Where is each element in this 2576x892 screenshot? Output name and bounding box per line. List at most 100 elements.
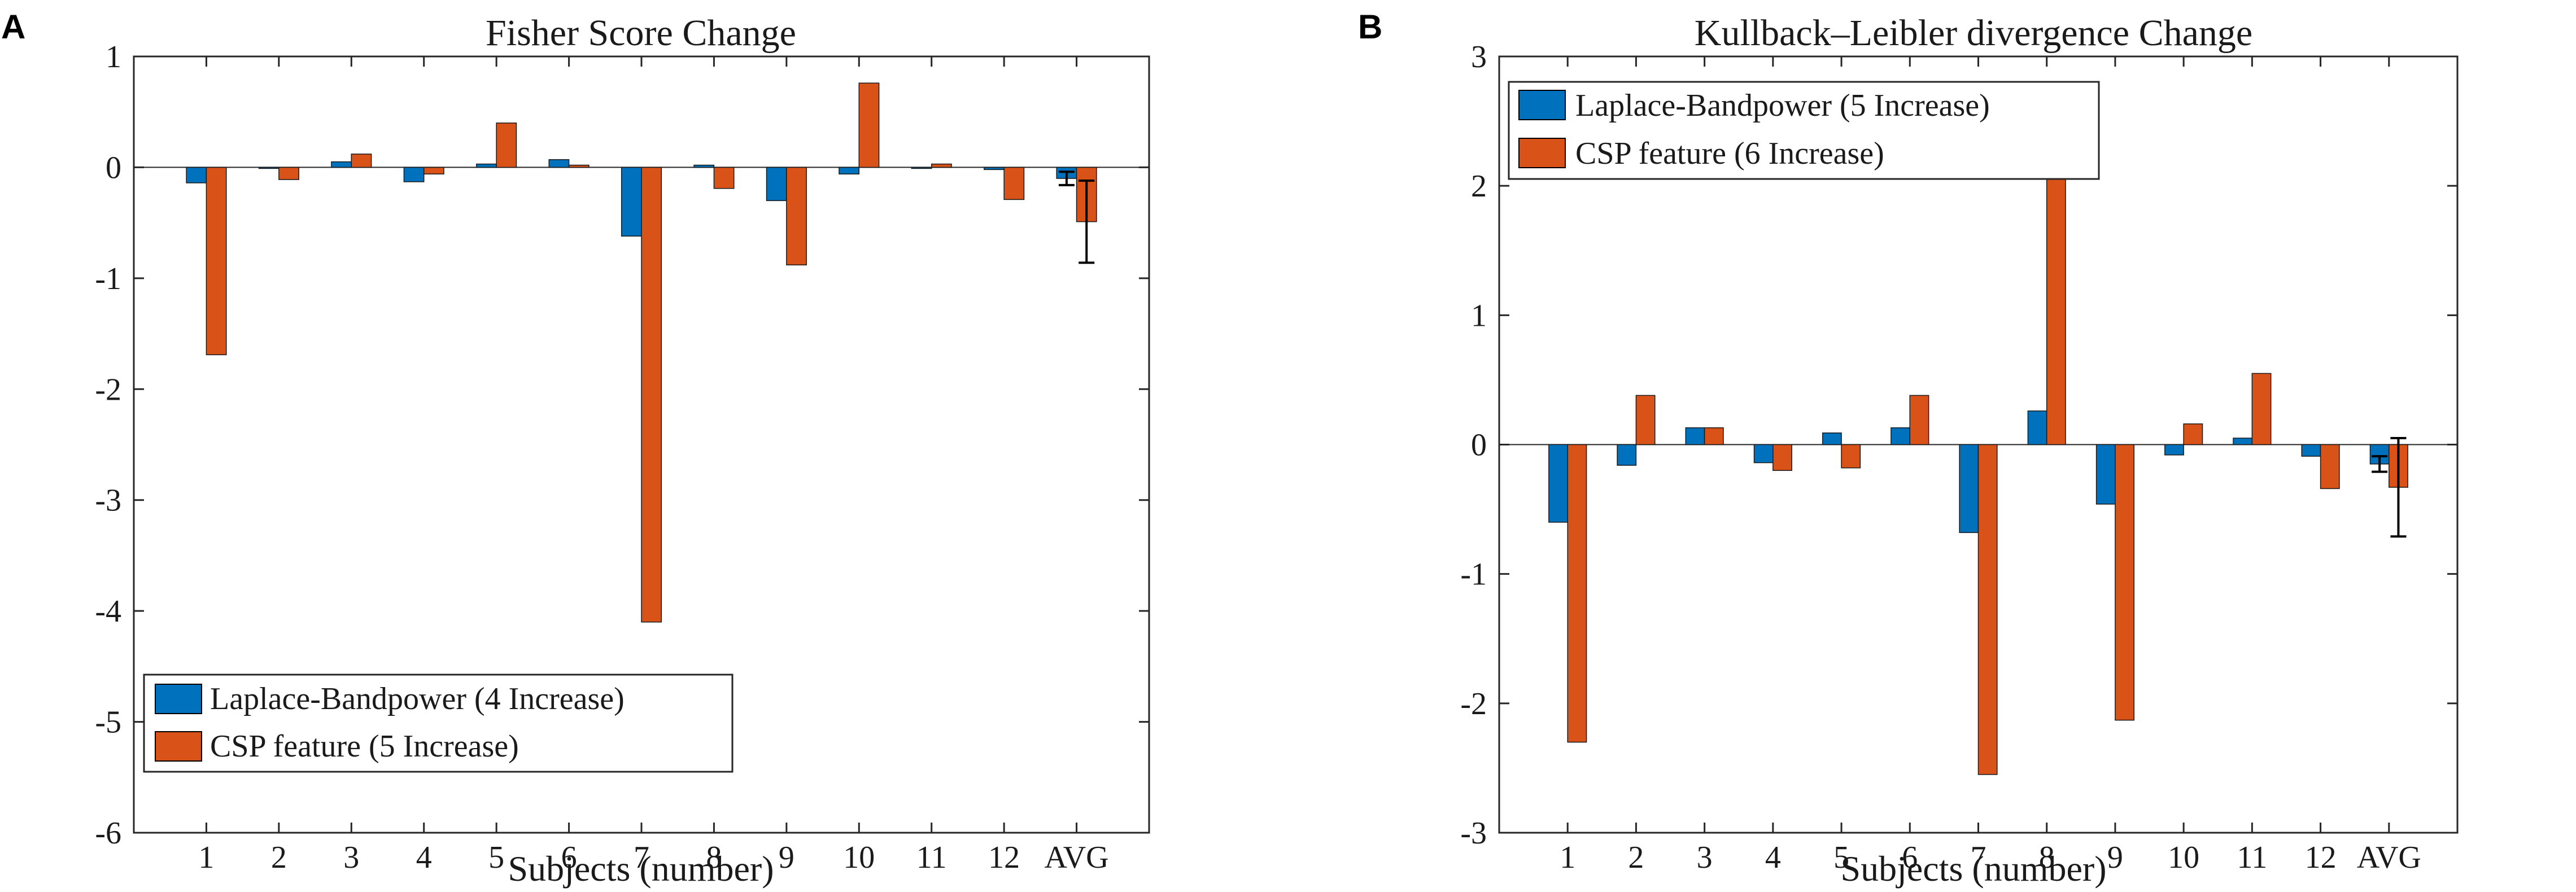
panel-b-bar-csp-10 [2183,423,2203,445]
panel-b-xtick-label: AVG [2357,840,2421,875]
panel-b-bar-laplace-9 [2095,444,2116,505]
panel-a-bar-csp-9 [786,167,807,266]
panel-a-ytick-label: 0 [106,150,121,185]
panel-a-bar-csp-7 [641,167,662,623]
panel-b-ytick-label: -2 [1460,687,1487,722]
panel-b-bar-csp-6 [1909,395,1929,445]
panel-a-xtick-label: 4 [416,840,432,875]
panel-a-legend-box [143,674,733,773]
panel-b-ytick-label: -3 [1460,816,1487,851]
panel-a-bar-csp-4 [423,167,444,174]
panel-a-bar-csp-1 [206,167,227,356]
panel-b-bar-laplace-4 [1753,444,1774,464]
panel-a-xtick-label: 9 [779,840,794,875]
panel-b-bar-csp-2 [1635,395,1656,445]
panel-b-xtick-label: 12 [2305,840,2337,875]
panel-b-ytick-label: 1 [1471,298,1487,333]
panel-a-bar-csp-12 [1003,167,1025,200]
panel-b-bar-csp-7 [1977,444,1998,775]
panel-a-bar-laplace-7 [621,167,642,237]
panel-a-ytick-label: -4 [95,594,121,629]
panel-a-bar-laplace-2 [258,167,280,169]
panel-b-legend-label-csp: CSP feature (6 Increase) [1575,136,1884,171]
panel-a-xtick-label: AVG [1045,840,1109,875]
panel-a-letter: A [1,8,25,46]
panel-b-letter: B [1358,8,1382,46]
panel-b-legend-swatch-laplace [1518,90,1566,120]
panel-a-bar-laplace-5 [476,163,497,168]
panel-b-xtick-label: 3 [1697,840,1713,875]
panel-a-fisher-score: A Fisher Score Change 10-1-2-3-4-5-61 2 3 4… [1,8,1150,889]
panel-a-bar-laplace-4 [403,167,425,182]
panel-b-xtick-label: 11 [2237,840,2267,875]
panel-a-ytick-label: -3 [95,483,121,518]
panel-b-xlabel: Subjects (number) [1841,849,2107,889]
panel-a-ytick-label: -1 [95,261,121,296]
panel-a-ytick-label: -6 [95,816,121,851]
panel-a-legend-label-csp: CSP feature (5 Increase) [210,729,519,764]
panel-a-bar-csp-3 [351,154,372,168]
panel-b-bar-csp-4 [1772,444,1792,471]
panel-a-xtick-label: 6 [561,840,577,875]
panel-a-bar-csp-8 [713,167,735,189]
panel-b-xtick-label: 6 [1902,840,1918,875]
panel-b-ytick-label: 0 [1471,428,1487,463]
panel-b-bar-laplace-11 [2233,438,2253,445]
panel-b-legend-label-laplace: Laplace-Bandpower (5 Increase) [1575,88,1990,123]
panel-a-xtick-label: 8 [706,840,722,875]
panel-b-bar-laplace-6 [1890,427,1911,445]
panel-a-bar-laplace-1 [186,167,207,183]
panel-b-xtick-label: 9 [2107,840,2123,875]
panel-a-bar-laplace-6 [548,159,570,168]
panel-a-bar-csp-2 [278,167,299,180]
panel-a-errorbar-laplace [1058,170,1075,186]
panel-b-xtick-label: 2 [1628,840,1644,875]
panel-b-xtick-label: 7 [1971,840,1986,875]
panel-b-errorbar-csp [2390,437,2407,538]
panel-a-bar-laplace-8 [693,164,715,168]
panel-a-bar-laplace-12 [984,167,1005,170]
panel-b-ytick-label: -1 [1460,557,1487,592]
panel-a-xtick-label: 11 [916,840,947,875]
panel-b-bar-laplace-10 [2164,444,2184,456]
panel-a-legend-label-laplace: Laplace-Bandpower (4 Increase) [210,681,625,716]
panel-a-xlabel: Subjects (number) [508,849,774,889]
panel-a-errorbar-csp [1079,180,1095,264]
panel-a-bar-csp-5 [496,123,517,168]
panel-a-xtick-label: 10 [843,840,875,875]
panel-a-bar-csp-11 [931,163,952,168]
panel-a-title: Fisher Score Change [486,12,796,54]
panel-b-bar-csp-9 [2115,444,2135,721]
panel-b-bar-laplace-7 [1959,444,1979,534]
panel-b-ytick-label: 3 [1471,40,1487,75]
panel-a-xtick-label: 7 [634,840,649,875]
panel-a-bar-csp-6 [568,164,590,168]
panel-b-legend-swatch-csp [1518,138,1566,168]
panel-a-bar-laplace-11 [911,167,932,169]
panel-a-legend-swatch-laplace [155,684,202,714]
panel-b-bar-csp-12 [2320,444,2340,489]
panel-a-xtick-label: 5 [488,840,504,875]
panel-b-ytick-label: 2 [1471,169,1487,204]
panel-b-bar-laplace-2 [1617,444,1637,466]
panel-a-ytick-label: -2 [95,372,121,407]
panel-b-xtick-label: 5 [1833,840,1849,875]
panel-a-ytick-label: -5 [95,705,121,740]
panel-b-xtick-label: 10 [2168,840,2199,875]
panel-a-bar-laplace-10 [839,167,860,174]
panel-b-bar-csp-1 [1567,444,1587,743]
panel-b-bar-laplace-1 [1548,444,1568,523]
panel-a-legend: Laplace-Bandpower (4 Increase) CSP featu… [143,674,733,773]
panel-b-errorbar-laplace [2372,455,2388,473]
panel-b-bar-laplace-12 [2301,444,2321,457]
panel-b-bar-laplace-8 [2027,410,2047,445]
panel-b-legend-box [1508,81,2100,180]
panel-b-kl-divergence: B Kullback–Leibler divergence Change 3 2 1… [1358,8,2459,889]
panel-b-bar-csp-3 [1704,427,1724,445]
panel-b-xtick-label: 4 [1765,840,1781,875]
panel-b-bar-csp-8 [2046,172,2066,445]
panel-a-plot: 10-1-2-3-4-5-61 2 3 4 5 6 7 8 9 10 11 12 AVG [95,40,1150,875]
panel-b-xtick-label: 1 [1560,840,1575,875]
